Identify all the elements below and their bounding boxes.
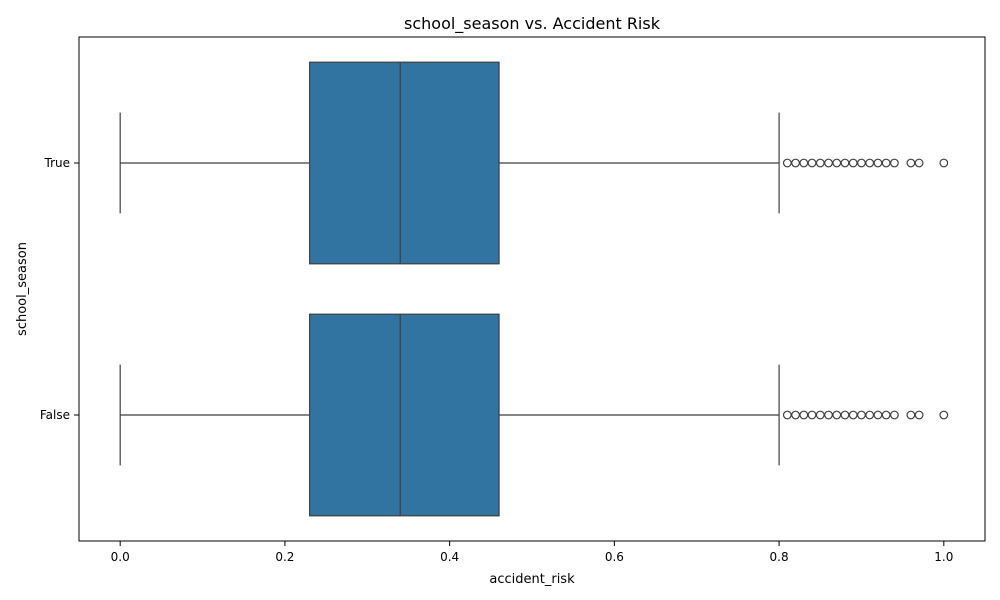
- x-tick-label: 0.0: [111, 550, 130, 564]
- outlier-point: [939, 158, 949, 168]
- outlier-point: [824, 410, 833, 420]
- outlier-point: [881, 158, 891, 168]
- outlier-point: [881, 410, 891, 420]
- outlier-point: [890, 410, 899, 420]
- outlier-point: [906, 410, 916, 420]
- outlier-point: [791, 410, 800, 420]
- outlier-point: [906, 158, 916, 168]
- outlier-point: [890, 158, 899, 168]
- outlier-point: [799, 410, 809, 420]
- outlier-point: [840, 410, 850, 420]
- x-tick-label: 1.0: [934, 550, 953, 564]
- outlier-point: [807, 158, 817, 168]
- outlier-point: [815, 410, 825, 420]
- outlier-point: [832, 158, 842, 168]
- y-tick-label: True: [44, 156, 71, 170]
- y-tick-label: False: [40, 408, 70, 422]
- outlier-point: [914, 158, 924, 168]
- outlier-point: [782, 158, 792, 168]
- outlier-point: [782, 410, 792, 420]
- x-axis: 0.0 0.2 0.4 0.6 0.8 1.0: [111, 541, 953, 564]
- outlier-point: [807, 410, 817, 420]
- outlier-point: [848, 158, 858, 168]
- iqr-box: [309, 313, 500, 517]
- iqr-box: [309, 61, 500, 265]
- x-tick-label: 0.2: [275, 550, 294, 564]
- box-group-true: [119, 61, 949, 265]
- outlier-point: [815, 158, 825, 168]
- y-axis: True False: [40, 156, 79, 422]
- chart-title: school_season vs. Accident Risk: [404, 14, 661, 34]
- boxes-layer: [119, 61, 949, 517]
- x-tick-label: 0.8: [770, 550, 789, 564]
- outlier-point: [914, 410, 924, 420]
- outlier-point: [848, 410, 858, 420]
- x-axis-label: accident_risk: [489, 572, 575, 587]
- box-group-false: [119, 313, 949, 517]
- outlier-point: [865, 158, 875, 168]
- y-axis-label: school_season: [15, 242, 30, 336]
- outlier-point: [791, 158, 800, 168]
- outlier-point: [840, 158, 850, 168]
- outlier-point: [857, 158, 866, 168]
- plot-area-frame: [78, 36, 986, 542]
- outlier-point: [857, 410, 866, 420]
- outlier-point: [873, 158, 883, 168]
- outlier-point: [799, 158, 809, 168]
- outlier-point: [939, 410, 949, 420]
- outlier-point: [873, 410, 883, 420]
- outlier-point: [865, 410, 875, 420]
- x-tick-label: 0.6: [605, 550, 624, 564]
- x-tick-label: 0.4: [440, 550, 459, 564]
- outlier-point: [824, 158, 833, 168]
- outlier-point: [832, 410, 842, 420]
